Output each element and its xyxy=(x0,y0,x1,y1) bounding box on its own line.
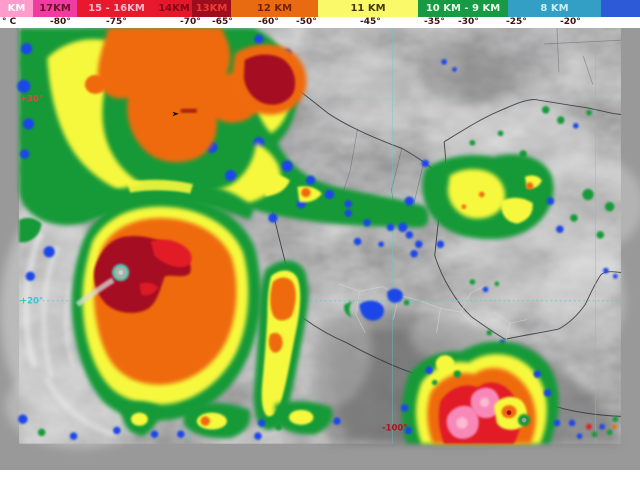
temp-label: -70° xyxy=(180,17,201,27)
scale-segment: 13KM xyxy=(192,0,231,17)
temp-label: -80° xyxy=(50,17,71,27)
city-marker xyxy=(172,108,197,117)
cloud-height-scale-bar: KM 17KM 15 - 16KM 14KM 13KM 12 KM 11 KM 10 KM -… xyxy=(0,0,640,17)
grid-label: +20° xyxy=(20,296,43,306)
temp-label: ° C xyxy=(2,17,17,27)
satellite-map: +30° +20° -100° xyxy=(0,27,640,470)
temp-label: -75° xyxy=(106,17,127,27)
hurricane-eye xyxy=(112,264,130,281)
temp-label: -25° xyxy=(506,17,527,27)
grid-labels: +30° +20° -100° xyxy=(20,93,407,432)
temperature-scale-row: ° C -80° -75° -70° -65° -60° -50° -45° -35° -30° -… xyxy=(0,17,640,28)
temp-label: -35° xyxy=(424,17,445,27)
scale-segment: 8 KM xyxy=(508,0,601,17)
temp-label: -50° xyxy=(296,17,317,27)
grid-label: -100° xyxy=(382,423,407,433)
gulf-cell-cluster xyxy=(398,130,615,258)
southern-band-cells xyxy=(113,401,341,440)
scale-segment: 12 KM xyxy=(231,0,318,17)
scale-segment: KM xyxy=(0,0,33,17)
scale-segment: 11 KM xyxy=(318,0,418,17)
grid-label: +30° xyxy=(20,93,43,103)
temp-label: -20° xyxy=(560,17,581,27)
temp-label: -65° xyxy=(212,17,233,27)
scale-segment: 17KM xyxy=(33,0,77,17)
scale-segment xyxy=(601,0,640,17)
hurricane xyxy=(71,179,261,421)
far-right-specks xyxy=(568,416,619,439)
scale-segment: 15 - 16KM xyxy=(77,0,156,17)
northeast-specks xyxy=(441,59,618,279)
temp-label: -60° xyxy=(258,17,279,27)
northwest-storm-cluster xyxy=(17,28,429,249)
southeast-complex xyxy=(400,341,619,444)
temp-label: -30° xyxy=(458,17,479,27)
west-fringe-cells xyxy=(18,217,78,440)
inner-rainband xyxy=(253,260,309,431)
temp-label: -45° xyxy=(360,17,381,27)
scale-segment: 14KM xyxy=(156,0,192,17)
satellite-image: +30° +20° -100° xyxy=(0,27,640,449)
scale-segment: 10 KM - 9 KM xyxy=(418,0,508,17)
